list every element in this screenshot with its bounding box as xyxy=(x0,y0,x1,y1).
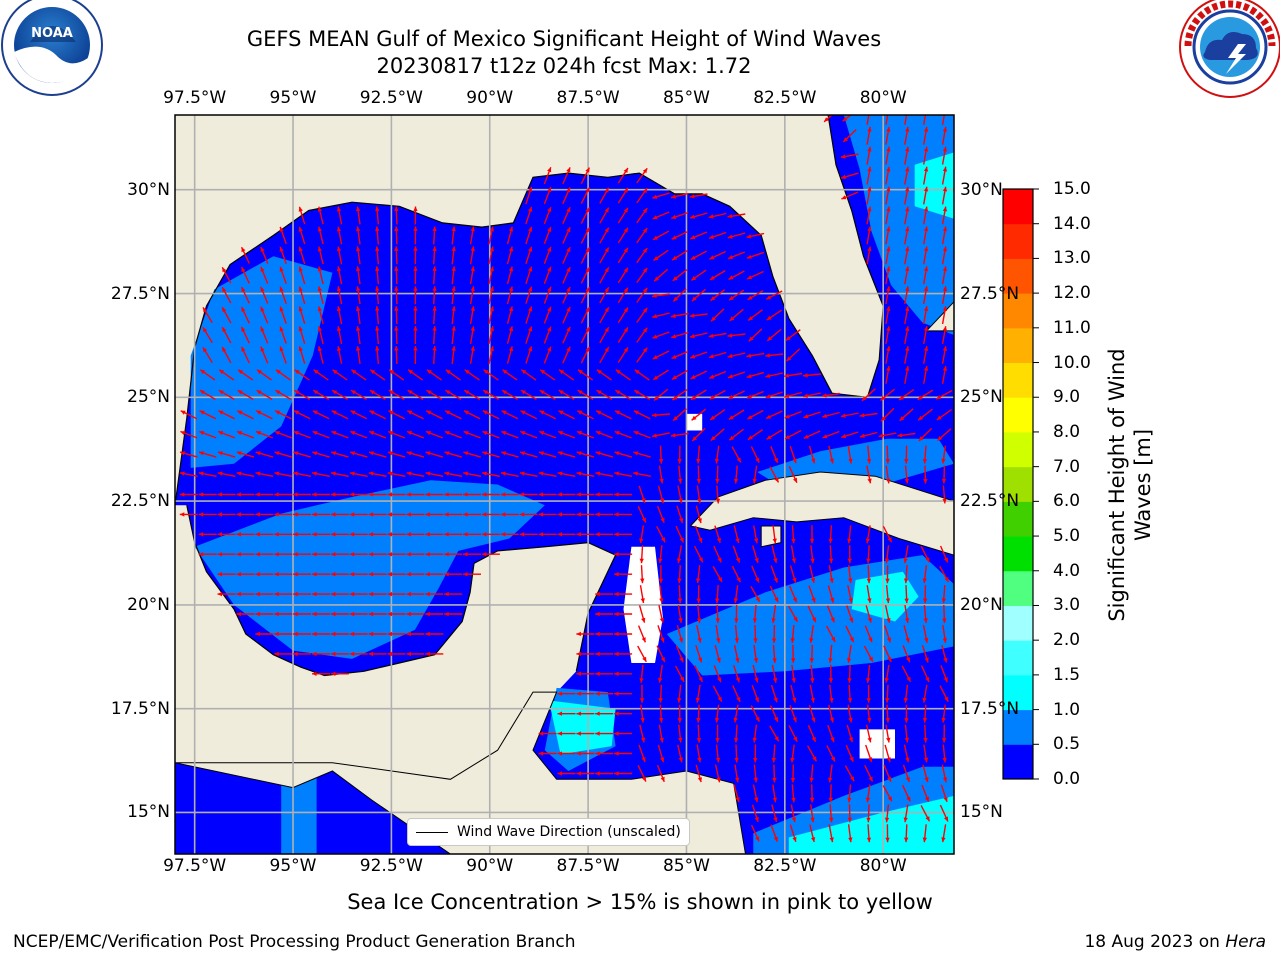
lat-tick-label-left: 20°N xyxy=(127,594,170,615)
wind-wave-direction-arrows xyxy=(179,115,953,843)
colorbar-swatch xyxy=(1003,570,1033,606)
colorbar-tick-label: 6.0 xyxy=(1053,491,1081,512)
lon-tick-label-bottom: 90°W xyxy=(466,856,514,876)
legend-line-icon xyxy=(416,831,448,833)
lat-tick-label-right: 20°N xyxy=(960,594,1003,615)
colorbar-tick-label: 8.0 xyxy=(1053,421,1081,442)
lon-tick-label-bottom: 87.5°W xyxy=(556,856,620,876)
map-frame xyxy=(174,114,955,855)
colorbar-swatch xyxy=(1003,397,1033,433)
colorbar-tick-label: 3.0 xyxy=(1053,595,1081,616)
legend-label: Wind Wave Direction (unscaled) xyxy=(457,824,681,840)
colorbar-swatch xyxy=(1003,293,1033,329)
map-panel xyxy=(175,115,954,854)
colorbar-tick-label: 9.0 xyxy=(1053,387,1081,408)
colorbar-swatch xyxy=(1003,362,1033,398)
colorbar-tick-label: 12.0 xyxy=(1053,283,1091,304)
lon-tick-label-top: 85°W xyxy=(662,88,710,108)
graticule xyxy=(175,115,954,854)
nws-logo-icon xyxy=(1179,0,1280,98)
colorbar-title: Significant Height of Wind Waves [m] xyxy=(1104,348,1156,621)
footer-date-text: 18 Aug 2023 on xyxy=(1084,932,1220,952)
colorbar-swatch xyxy=(1003,258,1033,294)
colorbar-title-line1: Significant Height of Wind xyxy=(1105,348,1129,622)
colorbar-swatch xyxy=(1003,466,1033,502)
colorbar-tick-label: 11.0 xyxy=(1053,317,1091,338)
lat-tick-label-left: 25°N xyxy=(127,387,170,408)
lat-tick-label-right: 25°N xyxy=(960,387,1003,408)
colorbar-swatch xyxy=(1003,536,1033,572)
colorbar-tick-label: 13.0 xyxy=(1053,248,1091,269)
lat-tick-label-left: 30°N xyxy=(127,179,170,200)
footer-credit: NCEP/EMC/Verification Post Processing Pr… xyxy=(13,932,576,952)
noaa-logo-icon: NOAA xyxy=(1,0,103,96)
colorbar-swatch xyxy=(1003,189,1033,225)
lon-tick-label-top: 90°W xyxy=(466,88,514,108)
colorbar-swatch xyxy=(1003,431,1033,468)
colorbar-tick-label: 2.0 xyxy=(1053,630,1081,651)
colorbar-tick-label: 10.0 xyxy=(1053,352,1091,373)
lat-tick-label-left: 27.5°N xyxy=(110,283,170,304)
colorbar-swatch xyxy=(1003,709,1033,745)
colorbar-tick-label: 1.5 xyxy=(1053,664,1081,685)
lon-tick-label-bottom: 92.5°W xyxy=(359,856,423,876)
lon-tick-label-top: 82.5°W xyxy=(753,88,817,108)
colorbar-tick-label: 5.0 xyxy=(1053,526,1081,547)
lon-tick-label-bottom: 80°W xyxy=(859,856,907,876)
map-legend: Wind Wave Direction (unscaled) xyxy=(407,818,690,846)
colorbar-tick-label: 15.0 xyxy=(1053,179,1091,199)
lon-tick-label-bottom: 95°W xyxy=(269,856,317,876)
sea-ice-note: Sea Ice Concentration > 15% is shown in … xyxy=(347,890,933,914)
colorbar-tick-label: 14.0 xyxy=(1053,213,1091,234)
colorbar-tick-label: 7.0 xyxy=(1053,456,1081,477)
colorbar-swatch xyxy=(1003,327,1033,364)
colorbar-tick-label: 1.0 xyxy=(1053,699,1081,720)
noaa-logo-label: NOAA xyxy=(31,26,73,41)
lat-tick-label-left: 17.5°N xyxy=(110,698,170,719)
colorbar-tick-label: 0.5 xyxy=(1053,734,1081,755)
lon-tick-label-top: 95°W xyxy=(269,88,317,108)
colorbar-swatch xyxy=(1003,605,1033,641)
lon-tick-label-bottom: 82.5°W xyxy=(753,856,817,876)
chart-title: GEFS MEAN Gulf of Mexico Significant Hei… xyxy=(246,27,882,51)
chart-subtitle: 20230817 t12z 024h fcst Max: 1.72 xyxy=(376,54,752,78)
footer-date: 18 Aug 2023 on Hera xyxy=(1084,932,1266,952)
lon-tick-label-top: 97.5°W xyxy=(163,88,227,108)
footer-machine: Hera xyxy=(1225,932,1266,952)
colorbar-swatch xyxy=(1003,501,1033,537)
colorbar-swatch xyxy=(1003,640,1033,676)
colorbar-swatch xyxy=(1003,674,1033,711)
colorbar-title-line2: Waves [m] xyxy=(1131,428,1155,542)
lon-tick-label-bottom: 97.5°W xyxy=(163,856,227,876)
colorbar xyxy=(1002,188,1039,780)
lon-tick-label-bottom: 85°W xyxy=(662,856,710,876)
colorbar-swatch xyxy=(1003,223,1033,259)
colorbar-tick-label: 4.0 xyxy=(1053,560,1081,581)
lat-tick-label-left: 22.5°N xyxy=(110,491,170,512)
lat-tick-label-right: 17.5°N xyxy=(960,698,1020,719)
lon-tick-label-top: 92.5°W xyxy=(359,88,423,108)
lon-tick-label-top: 87.5°W xyxy=(556,88,620,108)
lon-tick-label-top: 80°W xyxy=(859,88,907,108)
lat-tick-label-right: 27.5°N xyxy=(960,283,1020,304)
lat-tick-label-right: 30°N xyxy=(960,179,1003,200)
colorbar-tick-label: 0.0 xyxy=(1053,769,1081,789)
colorbar-swatch xyxy=(1003,744,1033,780)
lat-tick-label-left: 15°N xyxy=(127,802,170,823)
lat-tick-label-right: 15°N xyxy=(960,802,1003,823)
lat-tick-label-right: 22.5°N xyxy=(960,491,1020,512)
